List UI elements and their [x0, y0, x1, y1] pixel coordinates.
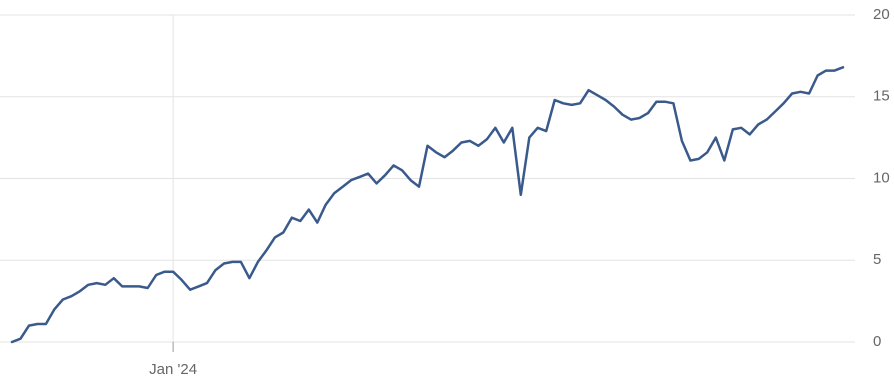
y-tick-label: 20 [873, 6, 890, 23]
y-tick-label: 10 [873, 169, 890, 186]
line-series [10, 66, 845, 344]
y-tick-label: 0 [873, 333, 881, 350]
y-tick-label: 5 [873, 251, 881, 268]
x-tick-label: Jan '24 [149, 361, 197, 378]
y-tick-label: 15 [873, 88, 890, 105]
